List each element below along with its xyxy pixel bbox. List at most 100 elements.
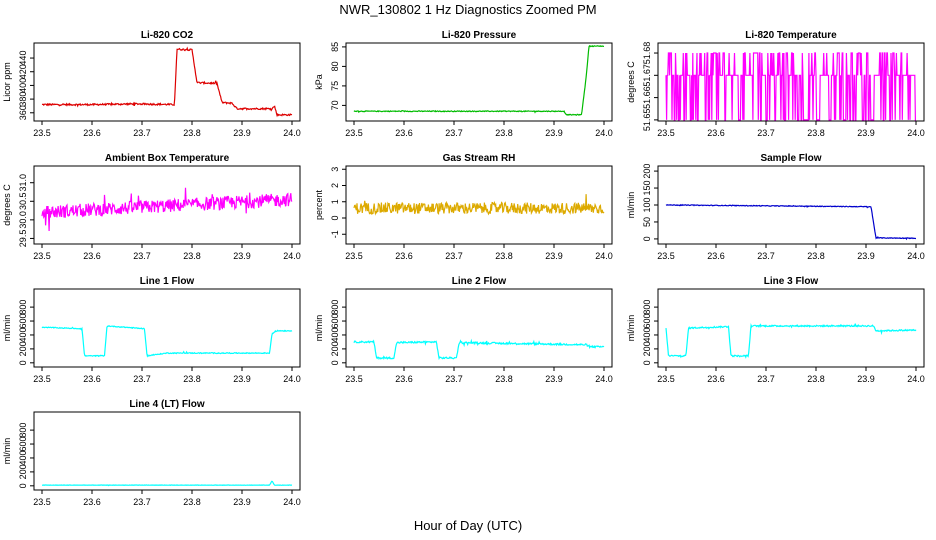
x-tick-label: 23.6: [395, 128, 413, 138]
x-tick-label: 23.5: [33, 128, 51, 138]
y-axis-label: ml/min: [626, 192, 636, 219]
x-tick-label: 23.5: [33, 374, 51, 384]
y-tick-label: 51.65: [642, 109, 652, 132]
y-tick-label: 30.5: [18, 193, 28, 211]
y-tick-label: 380: [18, 92, 28, 107]
y-tick-label: 400: [18, 327, 28, 342]
y-tick-label: 51.68: [642, 42, 652, 65]
x-tick-label: 23.5: [345, 251, 363, 261]
y-axis-label: ml/min: [314, 315, 324, 342]
y-axis-label: ml/min: [2, 438, 12, 465]
y-axis-label: kPa: [314, 74, 324, 90]
x-tick-label: 24.0: [283, 497, 301, 507]
x-tick-label: 23.6: [707, 374, 725, 384]
x-tick-label: 23.8: [807, 251, 825, 261]
series-line: [353, 194, 605, 216]
y-tick-label: 200: [642, 341, 652, 356]
panel-title: Line 2 Flow: [452, 276, 507, 287]
y-tick-label: 200: [330, 341, 340, 356]
plot-frame: [657, 42, 925, 122]
x-tick-label: 23.9: [857, 128, 875, 138]
plot-frame: [345, 165, 613, 245]
y-tick-label: 400: [18, 450, 28, 465]
x-tick-label: 23.8: [183, 497, 201, 507]
y-tick-label: 600: [18, 314, 28, 329]
plot-frame: [345, 42, 613, 122]
x-tick-label: 23.9: [545, 128, 563, 138]
x-tick-label: 23.6: [707, 128, 725, 138]
y-tick-label: 400: [330, 327, 340, 342]
x-tick-label: 23.7: [757, 374, 775, 384]
y-tick-label: 1: [330, 199, 340, 204]
y-tick-label: 150: [642, 181, 652, 196]
plot-frame: [33, 42, 301, 122]
series-line: [41, 46, 293, 118]
y-tick-label: 600: [18, 437, 28, 452]
x-tick-label: 24.0: [907, 128, 925, 138]
x-tick-label: 23.8: [183, 128, 201, 138]
x-tick-label: 23.6: [395, 251, 413, 261]
plot-frame: [33, 411, 301, 491]
y-tick-label: 440: [18, 51, 28, 66]
x-tick-label: 23.9: [233, 374, 251, 384]
panel-title: Li-820 Pressure: [442, 30, 517, 41]
x-tick-label: 23.7: [133, 251, 151, 261]
x-tick-label: 24.0: [283, 374, 301, 384]
y-tick-label: 400: [18, 78, 28, 93]
x-tick-label: 23.6: [83, 497, 101, 507]
y-tick-label: -1: [330, 230, 340, 238]
x-tick-label: 23.6: [83, 374, 101, 384]
x-tick-label: 23.5: [33, 251, 51, 261]
x-tick-label: 23.9: [545, 374, 563, 384]
x-tick-label: 23.8: [495, 128, 513, 138]
x-tick-label: 23.5: [33, 497, 51, 507]
series-line: [353, 338, 605, 361]
y-tick-label: 200: [18, 464, 28, 479]
plot-frame: [33, 165, 301, 245]
y-tick-label: 0: [18, 483, 28, 488]
x-tick-label: 23.8: [807, 128, 825, 138]
y-axis-label: Licor ppm: [2, 62, 12, 102]
series-line: [665, 52, 916, 121]
x-tick-label: 23.5: [657, 374, 675, 384]
x-tick-label: 23.5: [657, 128, 675, 138]
y-tick-label: 0: [18, 360, 28, 365]
y-tick-label: 400: [642, 327, 652, 342]
x-tick-label: 23.6: [83, 251, 101, 261]
y-axis-label: ml/min: [2, 315, 12, 342]
x-tick-label: 23.9: [233, 497, 251, 507]
x-tick-label: 23.7: [757, 251, 775, 261]
y-axis-label: degrees C: [2, 184, 12, 226]
x-tick-label: 23.9: [233, 251, 251, 261]
y-tick-label: 51.67: [642, 64, 652, 87]
x-tick-label: 23.5: [657, 251, 675, 261]
panel-2: Li-820 Pressure kPa 70 75 80 85 23.5 23.6 23.7 23…: [314, 30, 613, 138]
x-tick-label: 23.5: [345, 374, 363, 384]
y-tick-label: 600: [642, 314, 652, 329]
series-line: [353, 44, 605, 116]
series-line: [665, 203, 916, 241]
x-tick-label: 24.0: [907, 251, 925, 261]
y-tick-label: 31.0: [18, 174, 28, 192]
y-tick-label: 0: [642, 236, 652, 241]
x-tick-label: 23.9: [233, 128, 251, 138]
y-tick-label: 100: [642, 197, 652, 212]
y-tick-label: 600: [330, 314, 340, 329]
series-line: [41, 187, 293, 232]
y-tick-label: 30.0: [18, 211, 28, 229]
panel-title: Gas Stream RH: [443, 153, 516, 164]
y-axis-label: degrees C: [626, 61, 636, 103]
y-tick-label: 80: [330, 61, 340, 71]
x-tick-label: 24.0: [595, 374, 613, 384]
x-tick-label: 23.7: [133, 128, 151, 138]
x-tick-label: 23.7: [445, 251, 463, 261]
x-tick-label: 24.0: [595, 251, 613, 261]
y-tick-label: 50: [642, 217, 652, 227]
x-tick-label: 23.9: [857, 251, 875, 261]
